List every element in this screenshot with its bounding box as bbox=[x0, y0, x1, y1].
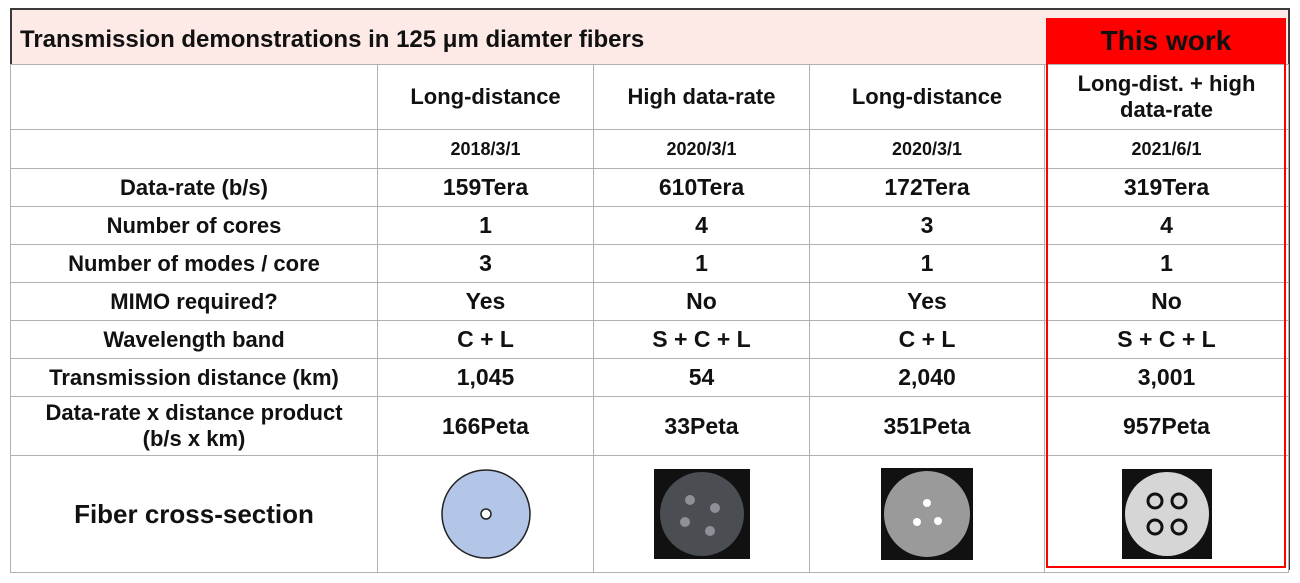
fiber-image-1 bbox=[377, 455, 594, 573]
corner-cell bbox=[10, 64, 378, 130]
cell-value: 4 bbox=[593, 206, 810, 245]
table-title: Transmission demonstrations in 125 μm di… bbox=[20, 26, 645, 53]
cell-value: No bbox=[593, 282, 810, 321]
col-type-4: Long-dist. + high data-rate bbox=[1044, 64, 1289, 130]
col-type-1: Long-distance bbox=[377, 64, 594, 130]
table-row: Wavelength band C + L S + C + L C + L S … bbox=[10, 320, 1289, 359]
cell-value: Yes bbox=[377, 282, 594, 321]
date-label-cell bbox=[10, 129, 378, 169]
product-value: 351Peta bbox=[809, 396, 1045, 456]
comparison-table: Long-distance High data-rate Long-distan… bbox=[10, 64, 1289, 573]
col-date-3: 2020/3/1 bbox=[809, 129, 1045, 169]
product-label-line2: (b/s x km) bbox=[142, 426, 246, 451]
fiber-four-core-icon bbox=[653, 469, 750, 559]
fiber-image-3 bbox=[809, 455, 1045, 573]
product-value: 33Peta bbox=[593, 396, 810, 456]
fiber-four-core-ring-icon bbox=[1121, 469, 1212, 559]
fiber-image-2 bbox=[593, 455, 810, 573]
date-row: 2018/3/1 2020/3/1 2020/3/1 2021/6/1 bbox=[10, 129, 1289, 169]
row-label: MIMO required? bbox=[10, 282, 378, 321]
product-value: 166Peta bbox=[377, 396, 594, 456]
col-date-1: 2018/3/1 bbox=[377, 129, 594, 169]
cell-value: 172Tera bbox=[809, 168, 1045, 207]
table-row: Data-rate (b/s) 159Tera 610Tera 172Tera … bbox=[10, 168, 1289, 207]
cross-section-row: Fiber cross-section bbox=[10, 455, 1289, 573]
row-label: Number of modes / core bbox=[10, 244, 378, 283]
cell-value: 1 bbox=[593, 244, 810, 283]
cross-section-label: Fiber cross-section bbox=[10, 455, 378, 573]
product-row: Data-rate x distance product (b/s x km) … bbox=[10, 396, 1289, 456]
product-label: Data-rate x distance product (b/s x km) bbox=[10, 396, 378, 456]
cell-value: C + L bbox=[377, 320, 594, 359]
cell-value: S + C + L bbox=[1044, 320, 1289, 359]
row-label: Wavelength band bbox=[10, 320, 378, 359]
col-date-2: 2020/3/1 bbox=[593, 129, 810, 169]
cell-value: 1,045 bbox=[377, 358, 594, 397]
cell-value: 3 bbox=[809, 206, 1045, 245]
table-row: Number of modes / core 3 1 1 1 bbox=[10, 244, 1289, 283]
cell-value: 2,040 bbox=[809, 358, 1045, 397]
row-label: Number of cores bbox=[10, 206, 378, 245]
table-row: MIMO required? Yes No Yes No bbox=[10, 282, 1289, 321]
cell-value: No bbox=[1044, 282, 1289, 321]
table-row: Number of cores 1 4 3 4 bbox=[10, 206, 1289, 245]
cell-value: 1 bbox=[1044, 244, 1289, 283]
product-label-line1: Data-rate x distance product bbox=[45, 400, 343, 425]
fiber-three-core-icon bbox=[881, 468, 973, 560]
product-value-highlight: 957Peta bbox=[1044, 396, 1289, 456]
cell-value: 319Tera bbox=[1044, 168, 1289, 207]
cell-value: Yes bbox=[809, 282, 1045, 321]
fiber-image-4 bbox=[1044, 455, 1289, 573]
cell-value: 159Tera bbox=[377, 168, 594, 207]
cell-value: C + L bbox=[809, 320, 1045, 359]
cell-value: 1 bbox=[809, 244, 1045, 283]
row-label: Transmission distance (km) bbox=[10, 358, 378, 397]
cell-value: 54 bbox=[593, 358, 810, 397]
cell-value: 4 bbox=[1044, 206, 1289, 245]
col-type-3: Long-distance bbox=[809, 64, 1045, 130]
row-label: Data-rate (b/s) bbox=[10, 168, 378, 207]
col-date-4: 2021/6/1 bbox=[1044, 129, 1289, 169]
header-row: Long-distance High data-rate Long-distan… bbox=[10, 64, 1289, 130]
cell-value: 610Tera bbox=[593, 168, 810, 207]
cell-value: 3,001 bbox=[1044, 358, 1289, 397]
fiber-single-core-icon bbox=[440, 469, 531, 559]
col-type-2: High data-rate bbox=[593, 64, 810, 130]
table-row: Transmission distance (km) 1,045 54 2,04… bbox=[10, 358, 1289, 397]
cell-value: S + C + L bbox=[593, 320, 810, 359]
cell-value: 3 bbox=[377, 244, 594, 283]
cell-value: 1 bbox=[377, 206, 594, 245]
this-work-badge: This work bbox=[1046, 18, 1286, 64]
